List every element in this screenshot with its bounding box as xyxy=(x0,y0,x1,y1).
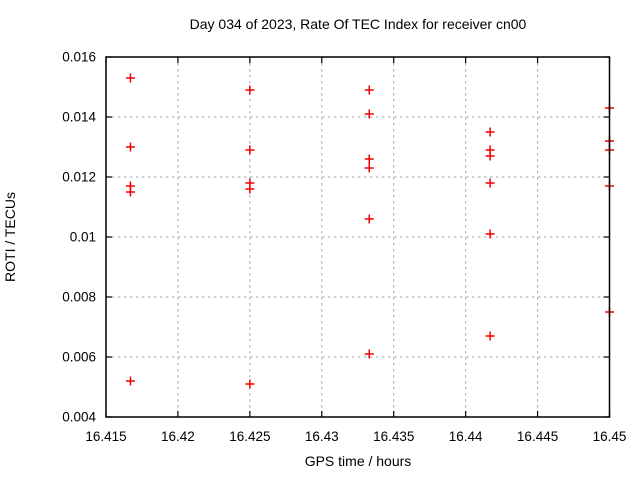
y-tick-label: 0.014 xyxy=(62,110,96,125)
y-axis-title: ROTI / TECUs xyxy=(2,192,18,282)
x-axis-title: GPS time / hours xyxy=(305,453,412,469)
y-tick-label: 0.012 xyxy=(62,170,96,185)
x-tick-label: 16.42 xyxy=(161,429,195,444)
x-tick-label: 16.43 xyxy=(305,429,339,444)
x-tick-label: 16.425 xyxy=(229,429,270,444)
x-tick-label: 16.45 xyxy=(593,429,627,444)
chart-title: Day 034 of 2023, Rate Of TEC Index for r… xyxy=(190,16,527,32)
y-tick-label: 0.006 xyxy=(62,350,96,365)
x-tick-label: 16.445 xyxy=(517,429,558,444)
y-tick-label: 0.01 xyxy=(70,230,96,245)
y-tick-label: 0.004 xyxy=(62,410,96,425)
y-tick-label: 0.008 xyxy=(62,290,96,305)
plot-border xyxy=(105,56,611,418)
x-tick-label: 16.435 xyxy=(373,429,414,444)
x-tick-label: 16.44 xyxy=(449,429,483,444)
y-tick-label: 0.016 xyxy=(62,50,96,65)
chart-render-layer: 16.415 16.42 16.425 16.43 16.435 16.44 16.445 1… xyxy=(62,50,626,445)
x-tick-label: 16.415 xyxy=(85,429,126,444)
